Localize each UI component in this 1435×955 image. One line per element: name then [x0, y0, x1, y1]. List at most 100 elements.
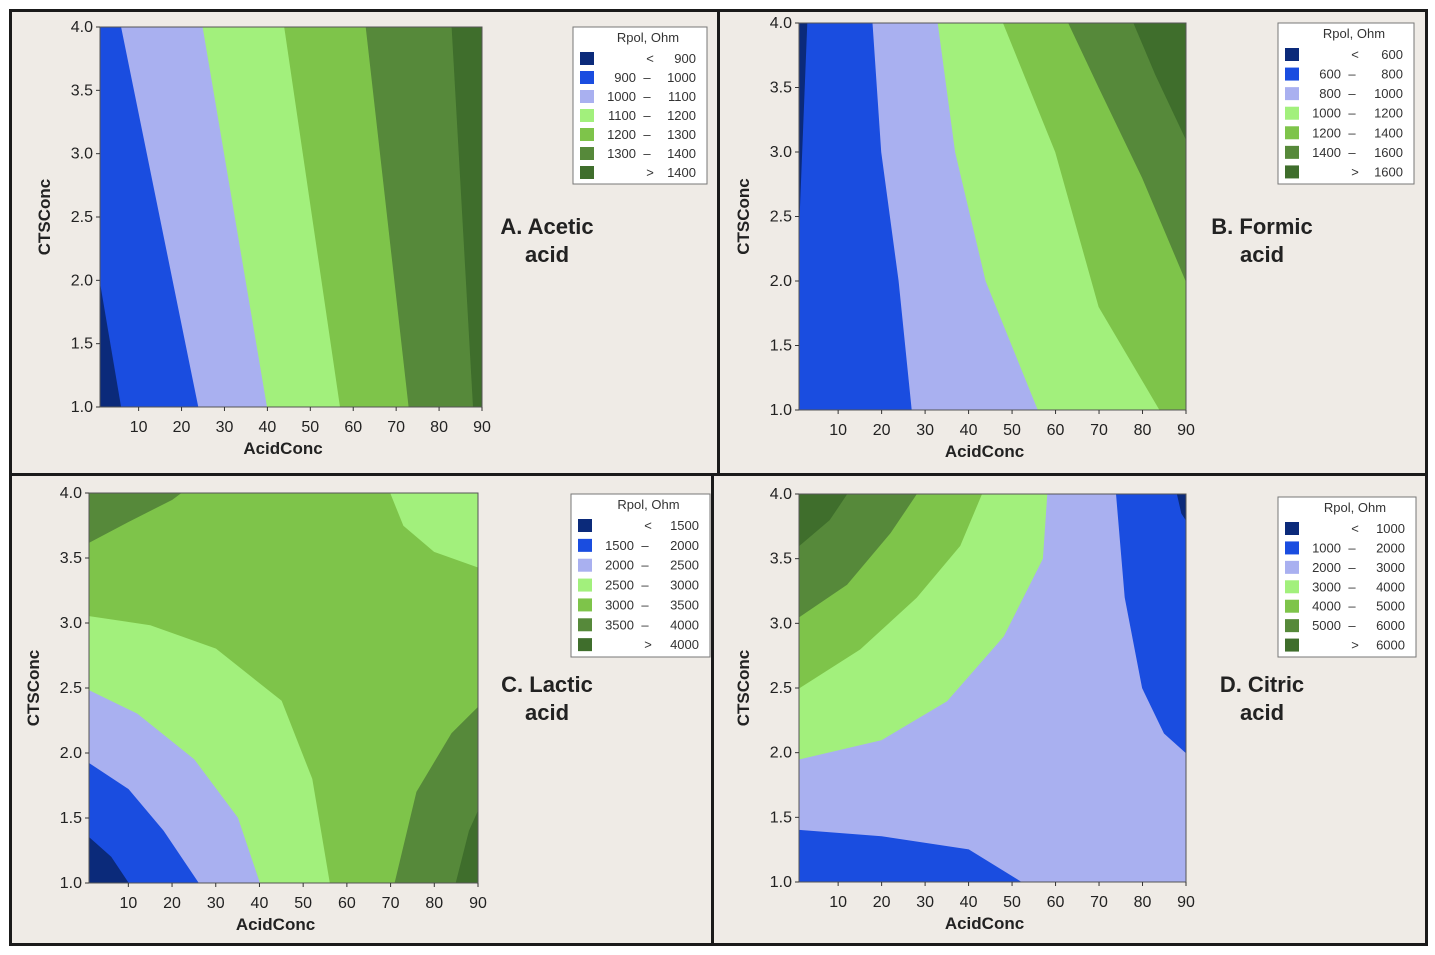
legend-dash: – — [643, 89, 651, 104]
legend-entry: 2000– 3000 — [1285, 560, 1405, 575]
contour-regions-d — [799, 494, 1186, 882]
x-tick-label: 60 — [344, 419, 362, 436]
legend-swatch — [1285, 560, 1299, 574]
x-tick-label: 90 — [473, 419, 491, 436]
legend-swatch — [580, 166, 594, 179]
x-tick-label: 30 — [216, 419, 234, 436]
legend-a: Rpol, Ohm< 900900–10001000–11001100–12001… — [572, 26, 708, 185]
legend-entry: 1300– 1400 — [580, 146, 696, 161]
contour-region-c-3 — [390, 493, 478, 568]
y-tick-label: 3.0 — [60, 615, 82, 632]
legend-dash: – — [643, 146, 651, 161]
y-tick-label: 1.0 — [71, 399, 93, 416]
legend-low: 800 — [1319, 86, 1341, 101]
x-tick-label: 70 — [1090, 894, 1108, 911]
x-axis-label: AcidConc — [945, 442, 1024, 461]
x-tick-label: 40 — [251, 895, 269, 912]
legend-swatch — [578, 519, 592, 532]
panel-a: 10 20 30 40 50 60 70 80 90 1.0 1.5 2.0 2.5 3.0 3.5 4.0 A… — [35, 19, 708, 458]
legend-entry: <1500 — [578, 518, 699, 533]
legend-swatch — [578, 558, 592, 572]
legend-low: 3500 — [605, 617, 634, 632]
legend-entry: 900– 1000 — [580, 70, 696, 85]
legend-high: 3500 — [670, 597, 699, 612]
y-tick-label: 1.5 — [71, 336, 93, 353]
legend-swatch — [1285, 145, 1299, 159]
legend-box — [1277, 496, 1417, 658]
y-axis-label: CTSConc — [734, 650, 753, 727]
legend-entry: >1400 — [580, 165, 696, 180]
y-tick-label: 1.0 — [770, 874, 792, 891]
legend-dash: – — [641, 538, 649, 553]
y-tick-label: 2.5 — [71, 209, 93, 226]
contour-region-d-4 — [1176, 494, 1186, 521]
legend-entry: <1000 — [1285, 521, 1405, 536]
legend-swatch — [580, 71, 594, 84]
x-tick-label: 80 — [1134, 894, 1152, 911]
legend-swatch — [1285, 522, 1299, 535]
x-tick-label: 70 — [387, 419, 405, 436]
y-tick-label: 3.5 — [60, 550, 82, 567]
legend-op: > — [644, 637, 652, 652]
legend-entry: <600 — [1285, 47, 1403, 62]
legend-high: 4000 — [1376, 579, 1405, 594]
contour-regions-a — [100, 27, 482, 407]
y-tick-label: 2.5 — [770, 680, 792, 697]
legend-entry: >1600 — [1285, 164, 1403, 179]
legend-b: Rpol, Ohm< 600600–800800–10001000–1200120… — [1277, 22, 1415, 185]
legend-entry: <900 — [580, 51, 696, 66]
legend-entry: >6000 — [1285, 638, 1405, 653]
x-axis-label: AcidConc — [236, 915, 315, 934]
x-tick-label: 90 — [1177, 894, 1195, 911]
x-tick-label: 30 — [916, 894, 934, 911]
x-tick-label: 20 — [173, 419, 191, 436]
legend-low: 900 — [614, 70, 636, 85]
contour-region-d-7 — [799, 494, 917, 618]
x-tick-label: 10 — [829, 422, 847, 439]
legend-dash: – — [1348, 125, 1356, 140]
legend-low: 1200 — [607, 127, 636, 142]
legend-dash: – — [641, 617, 649, 632]
x-tick-label: 50 — [294, 895, 312, 912]
panel-subtitle: acid — [525, 242, 569, 267]
y-tick-label: 1.5 — [770, 809, 792, 826]
panel-subtitle: acid — [525, 700, 569, 725]
panel-b: 10 20 30 40 50 60 70 80 90 1.0 1.5 2.0 2.5 3.0 3.5 4.0 A… — [734, 15, 1415, 461]
legend-swatch — [1285, 48, 1299, 61]
legend-low: 2000 — [1312, 560, 1341, 575]
y-tick-label: 3.5 — [770, 80, 792, 97]
legend-high: 1400 — [1374, 125, 1403, 140]
y-tick-label: 3.0 — [71, 146, 93, 163]
contour-region-c-4 — [394, 706, 478, 883]
x-tick-label: 70 — [1090, 422, 1108, 439]
x-tick-label: 60 — [1047, 894, 1065, 911]
legend-high: 5000 — [1376, 599, 1405, 614]
legend-entry: 1000– 1100 — [580, 89, 696, 104]
legend-dash: – — [1348, 540, 1356, 555]
legend-low: 1500 — [605, 538, 634, 553]
legend-c: Rpol, Ohm< 15001500–20002000–25002500–300… — [570, 493, 711, 658]
legend-entry: 2500– 3000 — [578, 578, 699, 593]
legend-dash: – — [1348, 579, 1356, 594]
legend-swatch — [1285, 638, 1299, 652]
x-tick-label: 40 — [258, 419, 276, 436]
legend-title: Rpol, Ohm — [617, 497, 679, 512]
y-tick-label: 4.0 — [60, 485, 82, 502]
panel-title: A. Acetic — [500, 214, 593, 239]
x-tick-label: 20 — [873, 894, 891, 911]
legend-swatch — [578, 578, 592, 592]
legend-swatch — [578, 638, 592, 652]
contour-region-c-8 — [89, 762, 199, 883]
legend-box — [570, 493, 711, 658]
y-axis-label: CTSConc — [734, 178, 753, 255]
x-axis-label: AcidConc — [945, 914, 1024, 933]
legend-high: 1400 — [667, 146, 696, 161]
x-axis-label: AcidConc — [243, 439, 322, 458]
legend-high: 2000 — [1376, 540, 1405, 555]
legend-d: Rpol, Ohm< 10001000–20002000–30003000–400… — [1277, 496, 1417, 658]
legend-op: > — [1351, 164, 1359, 179]
legend-swatch — [580, 147, 594, 160]
contour-region-a-6 — [365, 27, 482, 407]
legend-high: 1400 — [667, 165, 696, 180]
